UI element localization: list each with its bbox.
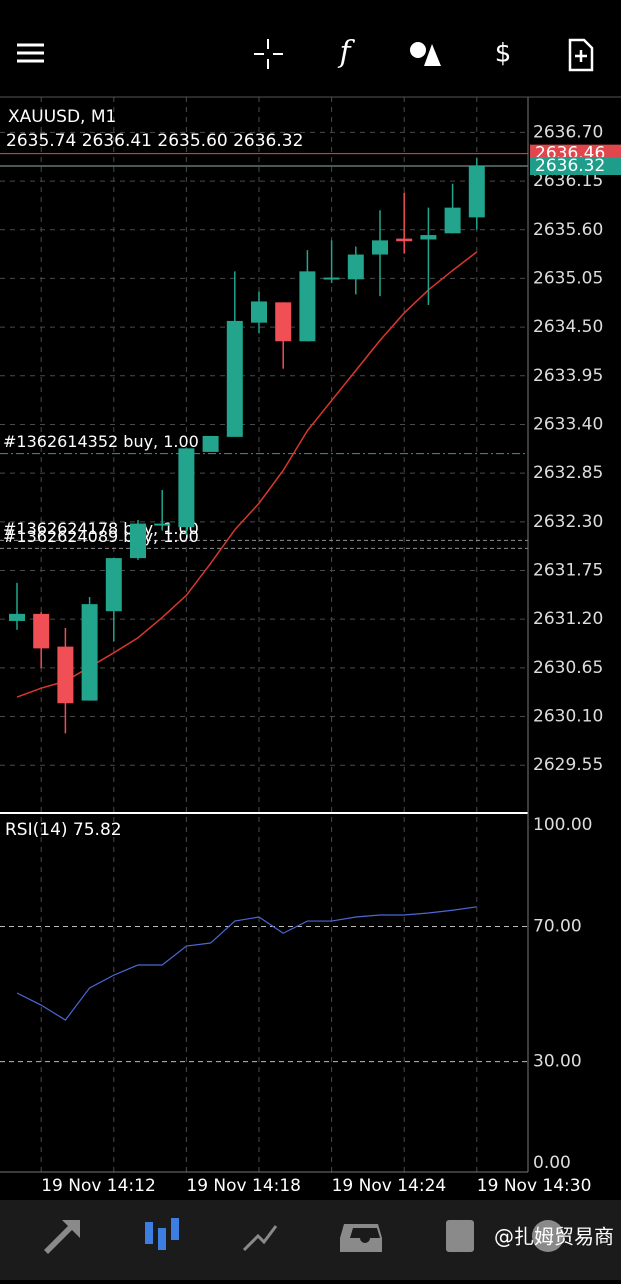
- y-tick-label: 2631.20: [533, 609, 603, 629]
- candle-body: [299, 271, 316, 342]
- menu-icon[interactable]: [17, 43, 44, 63]
- nav-messages-icon[interactable]: [446, 1220, 564, 1252]
- x-tick-label: 19 Nov 14:30: [477, 1176, 592, 1196]
- candle-body: [202, 435, 219, 452]
- candle-body: [81, 604, 98, 701]
- y-tick-label: 2632.30: [533, 512, 603, 532]
- new-order-icon[interactable]: [568, 38, 594, 72]
- y-tick-label: 2631.75: [533, 560, 603, 580]
- y-tick-label: 2635.60: [533, 220, 603, 240]
- order-label: #1362614352 buy, 1.00: [3, 432, 199, 451]
- y-tick-label: 0.00: [533, 1153, 571, 1173]
- candle-body: [323, 277, 340, 280]
- y-tick-label: 2630.65: [533, 658, 603, 678]
- objects-icon[interactable]: [410, 42, 441, 66]
- y-tick-label: 30.00: [533, 1052, 582, 1072]
- watermark: @扎姆贸易商: [494, 1225, 614, 1249]
- nav-trade-icon[interactable]: [242, 1225, 278, 1252]
- candle-body: [226, 320, 243, 437]
- x-tick-label: 19 Nov 14:18: [186, 1176, 301, 1196]
- y-tick-label: 2634.50: [533, 317, 603, 337]
- candle-body: [33, 613, 50, 649]
- candle-body: [130, 523, 146, 559]
- y-tick-label: 2632.85: [533, 463, 603, 483]
- candle-body: [396, 238, 413, 242]
- y-tick-label: 2629.55: [533, 755, 603, 775]
- candle-body: [444, 207, 461, 234]
- x-tick-label: 19 Nov 14:12: [41, 1176, 156, 1196]
- trade-icon[interactable]: $: [495, 39, 512, 69]
- bid-label: 2636.32: [535, 156, 605, 176]
- candle-body: [372, 240, 388, 255]
- y-tick-label: 70.00: [533, 916, 582, 936]
- candle-body: [468, 166, 485, 218]
- y-tick-label: 100.00: [533, 815, 592, 835]
- y-tick-label: 2635.05: [533, 268, 603, 288]
- y-tick-label: 2636.15: [533, 171, 603, 191]
- y-tick-label: 2630.10: [533, 707, 603, 727]
- x-tick-label: 19 Nov 14:24: [332, 1176, 447, 1196]
- candle-body: [275, 302, 292, 342]
- candle-body: [105, 558, 122, 612]
- ohlc-text: 2635.74 2636.41 2635.60 2636.32: [6, 131, 303, 151]
- order-label: #1362624178 buy, 1.00: [3, 519, 199, 538]
- candle-body: [154, 523, 171, 526]
- rsi-line: [16, 906, 477, 1021]
- candle-body: [178, 448, 195, 528]
- candle-body: [347, 254, 364, 280]
- chart: 2636.70 2636.15 2635.60 2635.05 2634.50 2633.…: [0, 96, 621, 1196]
- nav-quotes-icon[interactable]: [44, 1220, 80, 1254]
- order-label: #1362624089 buy, 1.00: [3, 527, 199, 546]
- nav-history-icon[interactable]: [340, 1224, 382, 1252]
- bottom-nav: [0, 1200, 621, 1280]
- y-tick-label: 2633.95: [533, 366, 603, 386]
- toolbar: [0, 0, 621, 97]
- candle-body: [9, 613, 25, 621]
- candle-body: [251, 301, 267, 323]
- chart-title: XAUUSD, M1: [8, 107, 116, 127]
- candle-body: [57, 646, 74, 704]
- crosshair-icon[interactable]: [254, 39, 283, 69]
- candle-body: [420, 235, 437, 240]
- y-tick-label: 2633.40: [533, 414, 603, 434]
- indicator-title: RSI(14) 75.82: [5, 820, 122, 840]
- nav-chart-icon[interactable]: [145, 1218, 179, 1250]
- y-tick-label: 2636.70: [533, 122, 603, 142]
- bid-box: [530, 157, 621, 176]
